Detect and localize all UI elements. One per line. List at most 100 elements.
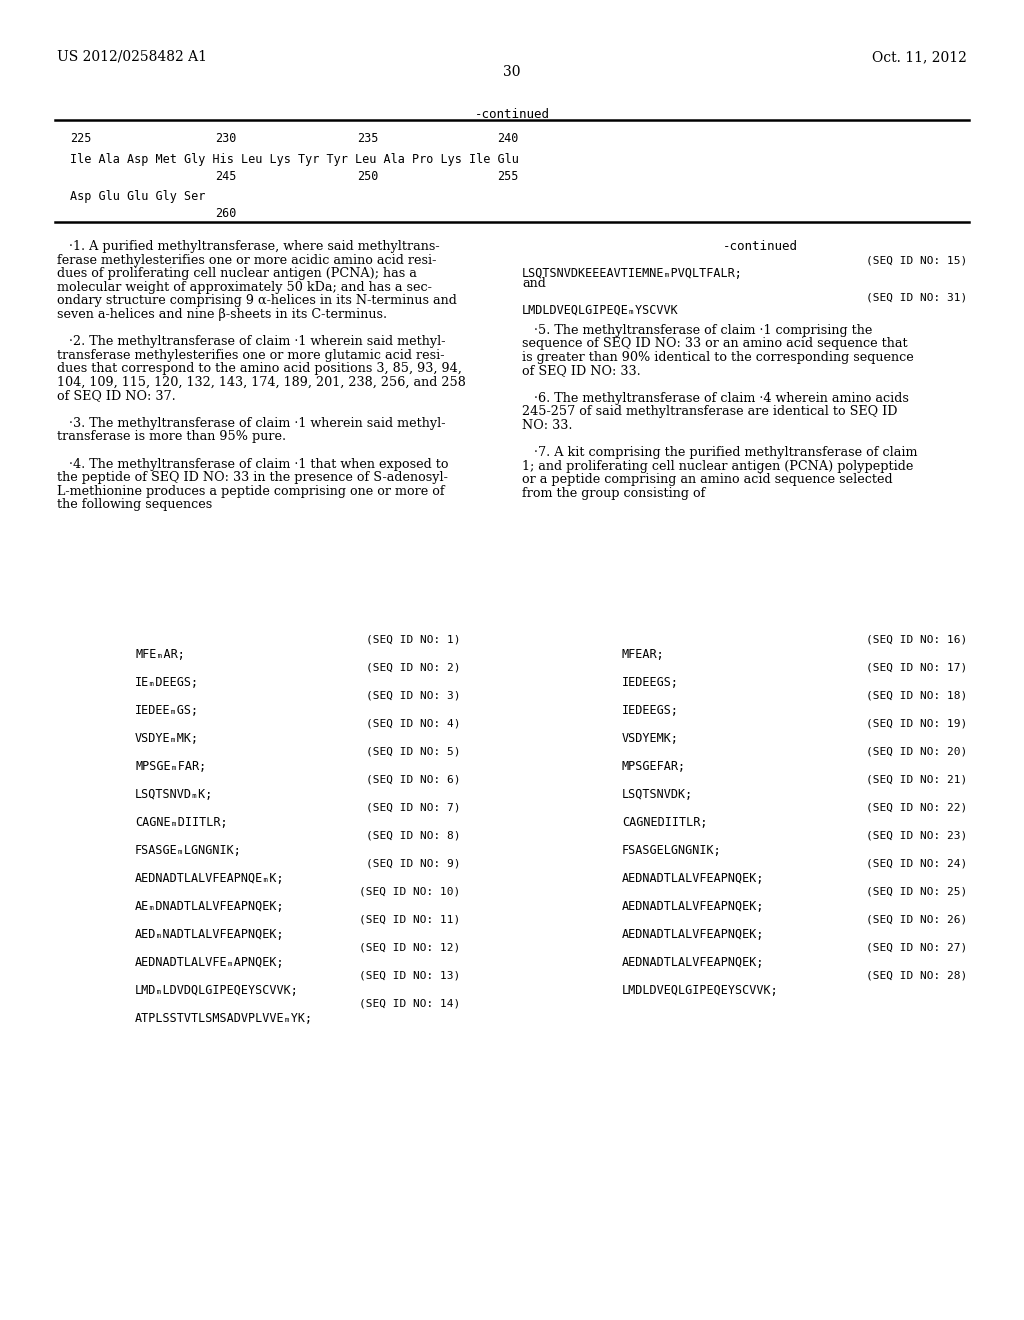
Text: VSDYEMK;: VSDYEMK; (622, 733, 679, 744)
Text: (SEQ ID NO: 10): (SEQ ID NO: 10) (358, 887, 460, 898)
Text: (SEQ ID NO: 27): (SEQ ID NO: 27) (865, 942, 967, 953)
Text: IEₘDEEGS;: IEₘDEEGS; (135, 676, 199, 689)
Text: (SEQ ID NO: 6): (SEQ ID NO: 6) (366, 775, 460, 785)
Text: the following sequences: the following sequences (57, 499, 212, 511)
Text: LMDₘLDVDQLGIPEQEYSCVVK;: LMDₘLDVDQLGIPEQEYSCVVK; (135, 983, 299, 997)
Text: ferase methylesterifies one or more acidic amino acid resi-: ferase methylesterifies one or more acid… (57, 253, 436, 267)
Text: AEDₘNADTLALVFEAPNQEK;: AEDₘNADTLALVFEAPNQEK; (135, 928, 285, 941)
Text: ·2. The methyltransferase of claim ·1 wherein said methyl-: ·2. The methyltransferase of claim ·1 wh… (57, 335, 445, 348)
Text: (SEQ ID NO: 14): (SEQ ID NO: 14) (358, 999, 460, 1008)
Text: -continued: -continued (723, 240, 798, 253)
Text: sequence of SEQ ID NO: 33 or an amino acid sequence that: sequence of SEQ ID NO: 33 or an amino ac… (522, 337, 907, 350)
Text: MPSGEₘFAR;: MPSGEₘFAR; (135, 760, 206, 774)
Text: 225: 225 (70, 132, 91, 145)
Text: transferase is more than 95% pure.: transferase is more than 95% pure. (57, 430, 286, 444)
Text: CAGNEDIITLR;: CAGNEDIITLR; (622, 816, 708, 829)
Text: LSQTSNVDKEEEAVTIEMNEₘPVQLTFALR;: LSQTSNVDKEEEAVTIEMNEₘPVQLTFALR; (522, 267, 742, 280)
Text: (SEQ ID NO: 3): (SEQ ID NO: 3) (366, 690, 460, 701)
Text: ATPLSSTVTLSMSADVPLVVEₘYK;: ATPLSSTVTLSMSADVPLVVEₘYK; (135, 1012, 313, 1026)
Text: 245: 245 (215, 170, 237, 183)
Text: Oct. 11, 2012: Oct. 11, 2012 (872, 50, 967, 63)
Text: ondary structure comprising 9 α-helices in its N-terminus and: ondary structure comprising 9 α-helices … (57, 294, 457, 308)
Text: LSQTSNVDK;: LSQTSNVDK; (622, 788, 693, 801)
Text: VSDYEₘMK;: VSDYEₘMK; (135, 733, 199, 744)
Text: of SEQ ID NO: 37.: of SEQ ID NO: 37. (57, 389, 176, 403)
Text: AEDNADTLALVFEAPNQEₘK;: AEDNADTLALVFEAPNQEₘK; (135, 873, 285, 884)
Text: or a peptide comprising an amino acid sequence selected: or a peptide comprising an amino acid se… (522, 473, 893, 486)
Text: (SEQ ID NO: 4): (SEQ ID NO: 4) (366, 719, 460, 729)
Text: 1; and proliferating cell nuclear antigen (PCNA) polypeptide: 1; and proliferating cell nuclear antige… (522, 459, 913, 473)
Text: (SEQ ID NO: 1): (SEQ ID NO: 1) (366, 635, 460, 645)
Text: ·5. The methyltransferase of claim ·1 comprising the: ·5. The methyltransferase of claim ·1 co… (522, 323, 872, 337)
Text: (SEQ ID NO: 22): (SEQ ID NO: 22) (865, 803, 967, 813)
Text: from the group consisting of: from the group consisting of (522, 487, 706, 500)
Text: 255: 255 (497, 170, 518, 183)
Text: (SEQ ID NO: 24): (SEQ ID NO: 24) (865, 859, 967, 869)
Text: 260: 260 (215, 207, 237, 220)
Text: AEDNADTLALVFEAPNQEK;: AEDNADTLALVFEAPNQEK; (622, 928, 765, 941)
Text: 250: 250 (357, 170, 379, 183)
Text: ·3. The methyltransferase of claim ·1 wherein said methyl-: ·3. The methyltransferase of claim ·1 wh… (57, 417, 445, 430)
Text: and: and (522, 277, 546, 290)
Text: 235: 235 (357, 132, 379, 145)
Text: (SEQ ID NO: 16): (SEQ ID NO: 16) (865, 635, 967, 645)
Text: AEDNADTLALVFEAPNQEK;: AEDNADTLALVFEAPNQEK; (622, 900, 765, 913)
Text: MFEₘAR;: MFEₘAR; (135, 648, 185, 661)
Text: US 2012/0258482 A1: US 2012/0258482 A1 (57, 50, 207, 63)
Text: FSASGELGNGNIK;: FSASGELGNGNIK; (622, 843, 722, 857)
Text: FSASGEₘLGNGNIK;: FSASGEₘLGNGNIK; (135, 843, 242, 857)
Text: 240: 240 (497, 132, 518, 145)
Text: (SEQ ID NO: 19): (SEQ ID NO: 19) (865, 719, 967, 729)
Text: AEDNADTLALVFEₘAPNQEK;: AEDNADTLALVFEₘAPNQEK; (135, 956, 285, 969)
Text: L-methionine produces a peptide comprising one or more of: L-methionine produces a peptide comprisi… (57, 484, 444, 498)
Text: (SEQ ID NO: 23): (SEQ ID NO: 23) (865, 832, 967, 841)
Text: LSQTSNVDₘK;: LSQTSNVDₘK; (135, 788, 213, 801)
Text: (SEQ ID NO: 8): (SEQ ID NO: 8) (366, 832, 460, 841)
Text: 245-257 of said methyltransferase are identical to SEQ ID: 245-257 of said methyltransferase are id… (522, 405, 897, 418)
Text: (SEQ ID NO: 9): (SEQ ID NO: 9) (366, 859, 460, 869)
Text: (SEQ ID NO: 18): (SEQ ID NO: 18) (865, 690, 967, 701)
Text: is greater than 90% identical to the corresponding sequence: is greater than 90% identical to the cor… (522, 351, 913, 364)
Text: of SEQ ID NO: 33.: of SEQ ID NO: 33. (522, 364, 641, 378)
Text: -continued: -continued (474, 108, 550, 121)
Text: (SEQ ID NO: 15): (SEQ ID NO: 15) (865, 256, 967, 265)
Text: seven a-helices and nine β-sheets in its C-terminus.: seven a-helices and nine β-sheets in its… (57, 308, 387, 321)
Text: AEDNADTLALVFEAPNQEK;: AEDNADTLALVFEAPNQEK; (622, 873, 765, 884)
Text: (SEQ ID NO: 13): (SEQ ID NO: 13) (358, 972, 460, 981)
Text: MPSGEFAR;: MPSGEFAR; (622, 760, 686, 774)
Text: IEDEEGS;: IEDEEGS; (622, 676, 679, 689)
Text: LMDLDVEQLGIPEQEYSCVVK;: LMDLDVEQLGIPEQEYSCVVK; (622, 983, 778, 997)
Text: ·1. A purified methyltransferase, where said methyltrans-: ·1. A purified methyltransferase, where … (57, 240, 439, 253)
Text: dues of proliferating cell nuclear antigen (PCNA); has a: dues of proliferating cell nuclear antig… (57, 267, 417, 280)
Text: (SEQ ID NO: 5): (SEQ ID NO: 5) (366, 747, 460, 756)
Text: ·4. The methyltransferase of claim ·1 that when exposed to: ·4. The methyltransferase of claim ·1 th… (57, 458, 449, 471)
Text: (SEQ ID NO: 28): (SEQ ID NO: 28) (865, 972, 967, 981)
Text: (SEQ ID NO: 25): (SEQ ID NO: 25) (865, 887, 967, 898)
Text: IEDEEₘGS;: IEDEEₘGS; (135, 704, 199, 717)
Text: (SEQ ID NO: 2): (SEQ ID NO: 2) (366, 663, 460, 673)
Text: ·6. The methyltransferase of claim ·4 wherein amino acids: ·6. The methyltransferase of claim ·4 wh… (522, 392, 909, 405)
Text: Ile Ala Asp Met Gly His Leu Lys Tyr Tyr Leu Ala Pro Lys Ile Glu: Ile Ala Asp Met Gly His Leu Lys Tyr Tyr … (70, 153, 519, 166)
Text: (SEQ ID NO: 20): (SEQ ID NO: 20) (865, 747, 967, 756)
Text: the peptide of SEQ ID NO: 33 in the presence of S-adenosyl-: the peptide of SEQ ID NO: 33 in the pres… (57, 471, 447, 484)
Text: molecular weight of approximately 50 kDa; and has a sec-: molecular weight of approximately 50 kDa… (57, 281, 432, 294)
Text: (SEQ ID NO: 21): (SEQ ID NO: 21) (865, 775, 967, 785)
Text: 30: 30 (503, 65, 521, 79)
Text: AEₘDNADTLALVFEAPNQEK;: AEₘDNADTLALVFEAPNQEK; (135, 900, 285, 913)
Text: (SEQ ID NO: 7): (SEQ ID NO: 7) (366, 803, 460, 813)
Text: (SEQ ID NO: 26): (SEQ ID NO: 26) (865, 915, 967, 925)
Text: 230: 230 (215, 132, 237, 145)
Text: ·7. A kit comprising the purified methyltransferase of claim: ·7. A kit comprising the purified methyl… (522, 446, 918, 459)
Text: Asp Glu Glu Gly Ser: Asp Glu Glu Gly Ser (70, 190, 206, 203)
Text: 104, 109, 115, 120, 132, 143, 174, 189, 201, 238, 256, and 258: 104, 109, 115, 120, 132, 143, 174, 189, … (57, 376, 466, 389)
Text: transferase methylesterifies one or more glutamic acid resi-: transferase methylesterifies one or more… (57, 348, 444, 362)
Text: (SEQ ID NO: 12): (SEQ ID NO: 12) (358, 942, 460, 953)
Text: LMDLDVEQLGIPEQEₘYSCVVK: LMDLDVEQLGIPEQEₘYSCVVK (522, 304, 679, 317)
Text: (SEQ ID NO: 11): (SEQ ID NO: 11) (358, 915, 460, 925)
Text: IEDEEGS;: IEDEEGS; (622, 704, 679, 717)
Text: NO: 33.: NO: 33. (522, 418, 572, 432)
Text: AEDNADTLALVFEAPNQEK;: AEDNADTLALVFEAPNQEK; (622, 956, 765, 969)
Text: CAGNEₘDIITLR;: CAGNEₘDIITLR; (135, 816, 227, 829)
Text: dues that correspond to the amino acid positions 3, 85, 93, 94,: dues that correspond to the amino acid p… (57, 363, 462, 375)
Text: (SEQ ID NO: 31): (SEQ ID NO: 31) (865, 293, 967, 302)
